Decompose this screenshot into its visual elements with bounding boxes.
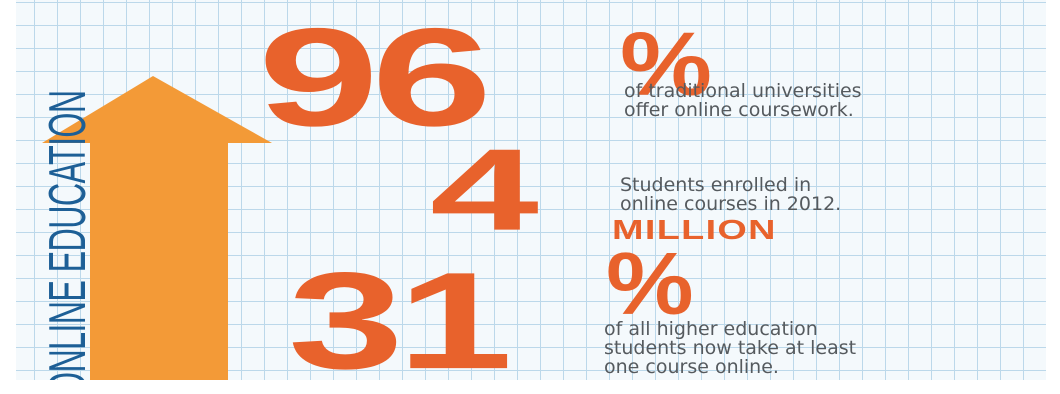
caption-line: of traditional universities [624,80,862,102]
stat-31-caption: of all higher education students now tak… [604,320,856,377]
caption-line: of all higher education [604,318,818,340]
caption-line: online courses in 2012. [620,193,842,215]
caption-line: Students enrolled in [620,174,812,196]
stat-4-caption: Students enrolled in online courses in 2… [620,176,841,214]
caption-line: offer online coursework. [624,99,854,121]
stat-96-percent-sign: % [620,15,713,115]
stat-31-percent-sign: % [606,234,694,333]
caption-line: one course online. [604,356,779,378]
stat-4-number: 4 [430,124,539,255]
stat-96-caption: of traditional universities offer online… [624,82,862,120]
stat-96-number: 96 [258,0,492,156]
right-margin [1046,0,1060,394]
bottom-margin [0,380,1060,394]
vertical-title-text: ONLINE EDUCATION [39,90,97,394]
stat-31-number: 31 [288,243,513,394]
left-margin [0,0,16,394]
caption-line: students now take at least [604,337,857,359]
stat-4-unit: MILLION [612,214,777,245]
up-arrow-icon [42,76,272,394]
